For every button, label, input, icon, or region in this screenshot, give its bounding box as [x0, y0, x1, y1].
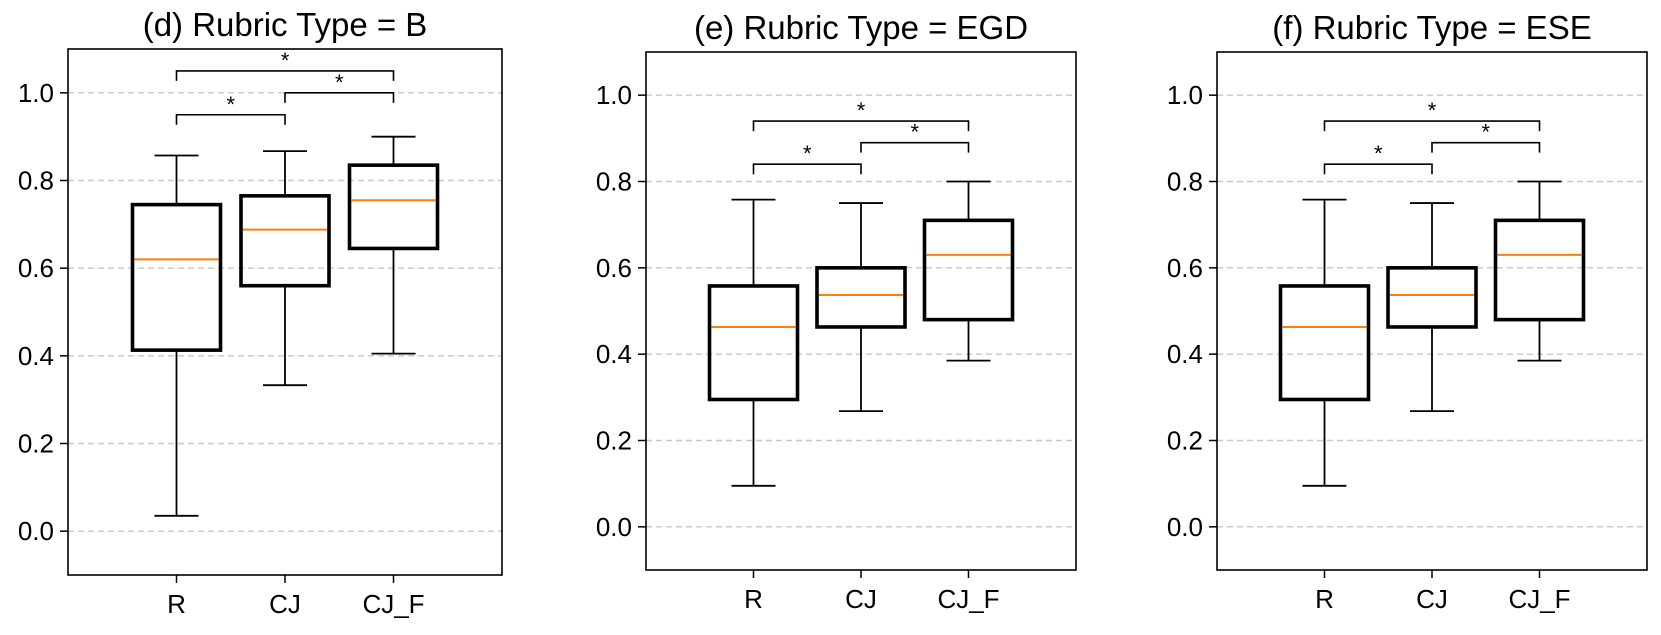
x-category-label: CJ [269, 589, 301, 619]
significance-bracket: * [1323, 98, 1541, 132]
box-CJ_F [922, 180, 1015, 362]
bracket-line [860, 141, 970, 153]
x-category-label: CJ_F [1508, 584, 1570, 614]
significance-bracket: * [284, 70, 395, 103]
iqr-box [130, 202, 223, 352]
y-tick-label: 0.0 [18, 516, 54, 546]
significance-bracket: * [860, 120, 970, 153]
y-tick-label: 0.2 [596, 426, 632, 456]
y-tick-label: 0.6 [18, 253, 54, 283]
box-CJ [239, 150, 331, 387]
significance-bracket: * [175, 92, 286, 125]
y-tick-label: 0.0 [1167, 512, 1203, 542]
panel-title: (d) Rubric Type = B [143, 6, 428, 43]
box-R [130, 154, 223, 517]
box-CJ_F [347, 135, 440, 355]
x-category-label: R [744, 584, 763, 614]
significance-star: * [281, 48, 290, 73]
y-tick-label: 1.0 [1167, 80, 1203, 110]
box-CJ [1386, 202, 1478, 413]
significance-bracket: * [752, 141, 862, 175]
y-tick-label: 1.0 [596, 80, 632, 110]
significance-star: * [1481, 120, 1490, 145]
iqr-box [815, 266, 907, 329]
y-tick-label: 0.0 [596, 512, 632, 542]
significance-star: * [857, 98, 866, 123]
box-R [707, 198, 800, 487]
bracket-line [175, 70, 395, 81]
x-category-label: CJ_F [362, 589, 424, 619]
bracket-line [1431, 141, 1541, 153]
panel-3: 0.0 0.2 0.4 0.6 0.8 1.0 (f) Rubric Type = ESE R… [1167, 9, 1648, 614]
significance-bracket: * [752, 98, 970, 132]
bracket-line [284, 92, 395, 103]
y-tick-label: 0.6 [596, 253, 632, 283]
box-CJ_F [1493, 180, 1586, 362]
iqr-box [922, 218, 1015, 322]
significance-star: * [1428, 98, 1437, 123]
y-tick-label: 0.4 [1167, 339, 1203, 369]
panel-title: (e) Rubric Type = EGD [694, 9, 1028, 46]
box-R [1278, 198, 1371, 487]
significance-bracket: * [175, 48, 395, 81]
iqr-box [239, 194, 331, 288]
significance-bracket: * [1431, 120, 1541, 153]
bracket-line [752, 120, 970, 132]
iqr-box [707, 284, 800, 402]
significance-star: * [910, 120, 919, 145]
y-tick-label: 0.8 [1167, 167, 1203, 197]
y-tick-label: 0.4 [18, 341, 54, 371]
significance-star: * [226, 92, 235, 117]
iqr-box [1278, 284, 1371, 402]
y-tick-label: 0.6 [1167, 253, 1203, 283]
x-category-label: CJ_F [937, 584, 999, 614]
box-CJ [815, 202, 907, 413]
bracket-line [1323, 163, 1433, 175]
bracket-line [752, 163, 862, 175]
panel-1: 0.0 0.2 0.4 0.6 0.8 1.0 (d) Rubric Type = B R CJ… [18, 6, 503, 619]
panel-title: (f) Rubric Type = ESE [1272, 9, 1591, 46]
panel-2: 0.0 0.2 0.4 0.6 0.8 1.0 (e) Rubric Type = EGD R… [596, 9, 1077, 614]
y-tick-label: 0.4 [596, 339, 632, 369]
significance-star: * [335, 70, 344, 95]
y-tick-label: 0.2 [18, 429, 54, 459]
y-tick-label: 0.8 [18, 166, 54, 196]
significance-star: * [803, 141, 812, 166]
significance-bracket: * [1323, 141, 1433, 175]
y-tick-label: 0.2 [1167, 426, 1203, 456]
x-category-label: CJ [1416, 584, 1448, 614]
y-tick-label: 0.8 [596, 167, 632, 197]
significance-star: * [1374, 141, 1383, 166]
iqr-box [1386, 266, 1478, 329]
iqr-box [347, 163, 440, 251]
bracket-line [1323, 120, 1541, 132]
y-tick-label: 1.0 [18, 78, 54, 108]
iqr-box [1493, 218, 1586, 322]
x-category-label: R [1315, 584, 1334, 614]
bracket-line [175, 113, 286, 125]
x-category-label: CJ [845, 584, 877, 614]
x-category-label: R [167, 589, 186, 619]
